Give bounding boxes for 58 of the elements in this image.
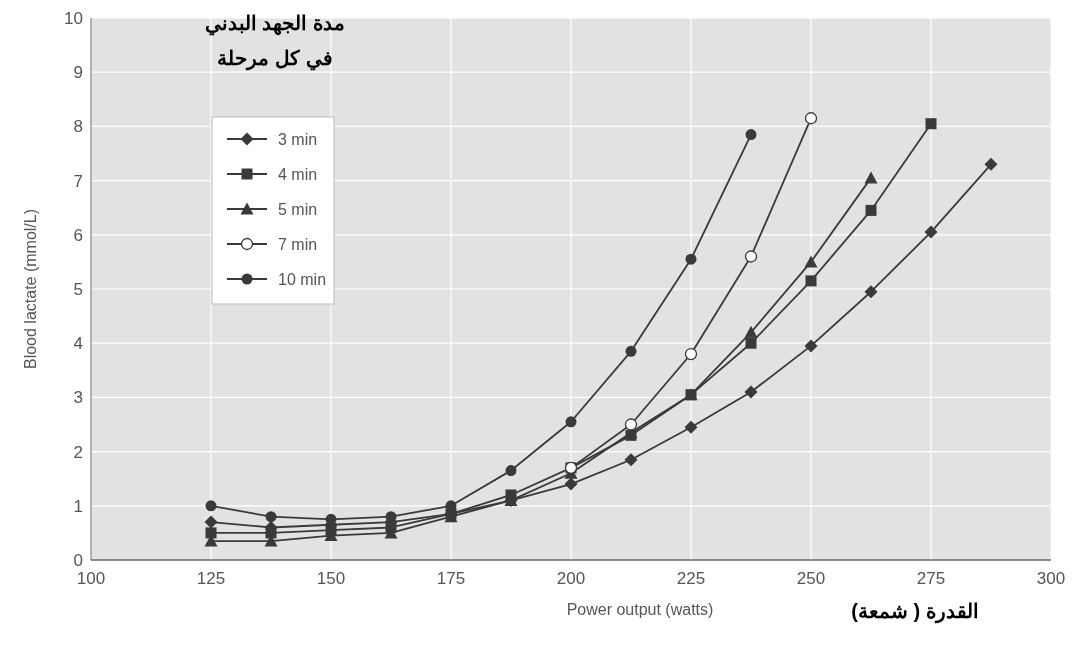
point — [624, 453, 638, 467]
point — [745, 337, 757, 349]
point — [925, 118, 937, 130]
y-tick-label: 2 — [73, 442, 83, 462]
legend-label: 5 min — [278, 201, 318, 218]
y-tick-label: 5 — [73, 280, 83, 299]
y-tick-label: 8 — [73, 117, 83, 137]
point — [864, 171, 878, 184]
point — [745, 129, 757, 141]
point — [804, 112, 818, 125]
point — [205, 500, 217, 512]
legend-label: 10 min — [278, 271, 327, 288]
point — [865, 204, 877, 216]
y-tick-label: 6 — [73, 225, 83, 245]
x-tick-label: 225 — [676, 569, 706, 588]
point — [744, 250, 758, 263]
point — [804, 255, 818, 268]
y-tick-label: 9 — [73, 63, 83, 83]
point — [204, 515, 218, 529]
x-tick-label: 150 — [316, 569, 346, 588]
point — [805, 275, 817, 287]
point — [265, 527, 277, 539]
x-tick-label: 125 — [196, 569, 226, 588]
point — [564, 477, 578, 491]
point — [684, 420, 698, 434]
point — [684, 347, 698, 361]
x-tick-label: 275 — [916, 569, 946, 588]
point — [744, 325, 758, 338]
legend-title: مدة الجهد البدني في كل مرحلة — [204, 12, 346, 71]
point — [624, 418, 638, 431]
legend-label: 3 min — [278, 131, 318, 148]
legend-label: 7 min — [278, 236, 318, 253]
point — [804, 339, 818, 353]
y-tick-label: 4 — [73, 334, 83, 354]
point — [205, 527, 217, 539]
point — [744, 385, 758, 399]
point — [864, 285, 878, 299]
point — [685, 253, 697, 265]
y-tick-label: 7 — [73, 171, 83, 191]
y-tick-label: 0 — [73, 551, 83, 570]
x-tick-label: 175 — [436, 569, 466, 588]
point — [625, 345, 637, 357]
point — [984, 157, 998, 171]
legend-label: 4 min — [278, 166, 318, 183]
x-tick-label: 100 — [76, 569, 106, 588]
y-tick-label: 10 — [64, 9, 83, 28]
x-tick-label: 300 — [1036, 569, 1066, 588]
y-tick-label: 1 — [73, 496, 83, 516]
y-axis-title: Blood lactate (mmol/L) — [22, 208, 39, 370]
point — [265, 511, 277, 523]
point — [565, 416, 577, 428]
x-tick-label: 200 — [556, 569, 586, 588]
y-tick-label: 3 — [73, 388, 83, 408]
text: القدرة ( شمعة) — [851, 600, 979, 624]
x-axis-title: Power output (watts) — [566, 601, 714, 618]
x-tick-label: 250 — [796, 569, 826, 588]
point — [505, 465, 517, 477]
point — [924, 225, 938, 239]
